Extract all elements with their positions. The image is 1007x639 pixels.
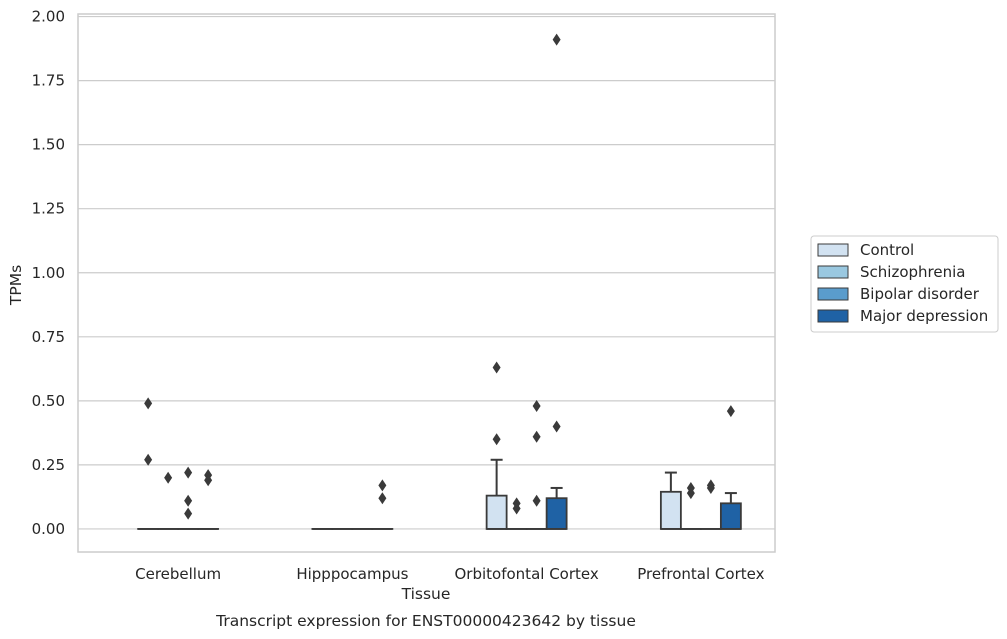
- outlier-point: [378, 479, 387, 492]
- x-tick-label: Prefrontal Cortex: [637, 565, 764, 583]
- outlier-point: [492, 361, 501, 374]
- outlier-point: [686, 487, 695, 500]
- outlier-point: [378, 492, 387, 505]
- outlier-point: [532, 399, 541, 412]
- chart-title: Transcript expression for ENST0000042364…: [215, 612, 636, 630]
- outlier-point: [532, 430, 541, 443]
- box-body: [659, 490, 682, 530]
- y-tick-label: 0.75: [32, 328, 65, 346]
- box-major-depression: [197, 469, 220, 530]
- legend-swatch: [817, 287, 849, 301]
- y-tick-label: 0.00: [32, 520, 65, 538]
- outlier-point: [512, 502, 521, 515]
- outlier-point: [184, 494, 193, 507]
- box-body: [545, 497, 568, 530]
- outlier-point: [144, 397, 153, 410]
- legend-label: Bipolar disorder: [860, 285, 980, 303]
- outlier-point: [552, 33, 561, 46]
- box-schizophrenia: [505, 497, 528, 530]
- legend-label: Major depression: [860, 307, 988, 325]
- legend-frame: [810, 235, 999, 333]
- box-major-depression: [719, 405, 742, 530]
- box-body: [719, 502, 742, 530]
- outlier-point: [552, 420, 561, 433]
- box-control: [137, 397, 160, 530]
- legend-swatch: [817, 309, 849, 323]
- outlier-point: [184, 507, 193, 520]
- outlier-point: [144, 453, 153, 466]
- outlier-point: [164, 471, 173, 484]
- legend-label: Schizophrenia: [860, 263, 965, 281]
- y-tick-label: 1.50: [32, 136, 65, 154]
- x-tick-label: Cerebellum: [135, 565, 221, 583]
- y-tick-labels: 0.00 0.25 0.50 0.75 1.00 1.25 1.50 1.75 2.00: [32, 8, 65, 538]
- outlier-point: [532, 494, 541, 507]
- y-tick-label: 0.50: [32, 392, 65, 410]
- y-tick-label: 2.00: [32, 8, 65, 26]
- outlier-point: [204, 474, 213, 487]
- legend-swatch: [817, 243, 849, 257]
- plot-frame: [77, 13, 776, 553]
- x-axis-label: Tissue: [401, 585, 451, 603]
- outlier-point: [726, 405, 735, 418]
- x-tick-label: Orbitofontal Cortex: [455, 565, 599, 583]
- box-control: [485, 361, 508, 530]
- x-tick-label: Hipppocampus: [296, 565, 408, 583]
- legend-swatch: [817, 265, 849, 279]
- legend: Control Schizophrenia Bipolar disorder Majo…: [810, 235, 999, 333]
- x-tick-labels: Cerebellum Hipppocampus Orbitofontal Corte…: [135, 565, 764, 583]
- y-tick-label: 0.25: [32, 456, 65, 474]
- box-major-depression: [545, 33, 568, 530]
- box-schizophrenia: [157, 471, 180, 530]
- box-bipolar-disorder: [177, 466, 200, 530]
- grid-lines: [78, 15, 775, 530]
- box-plots: [137, 33, 742, 530]
- y-axis-label: TPMs: [7, 265, 25, 306]
- outlier-point: [706, 481, 715, 494]
- box-body: [485, 494, 508, 530]
- box-bipolar-disorder: [699, 479, 722, 530]
- box-major-depression: [371, 479, 394, 530]
- outlier-point: [492, 433, 501, 446]
- box-schizophrenia: [679, 481, 702, 530]
- outlier-point: [184, 466, 193, 479]
- legend-label: Control: [860, 241, 914, 259]
- box-control: [659, 471, 682, 530]
- y-tick-label: 1.25: [32, 200, 65, 218]
- y-tick-label: 1.00: [32, 264, 65, 282]
- box-bipolar-disorder: [525, 399, 548, 530]
- y-tick-label: 1.75: [32, 72, 65, 90]
